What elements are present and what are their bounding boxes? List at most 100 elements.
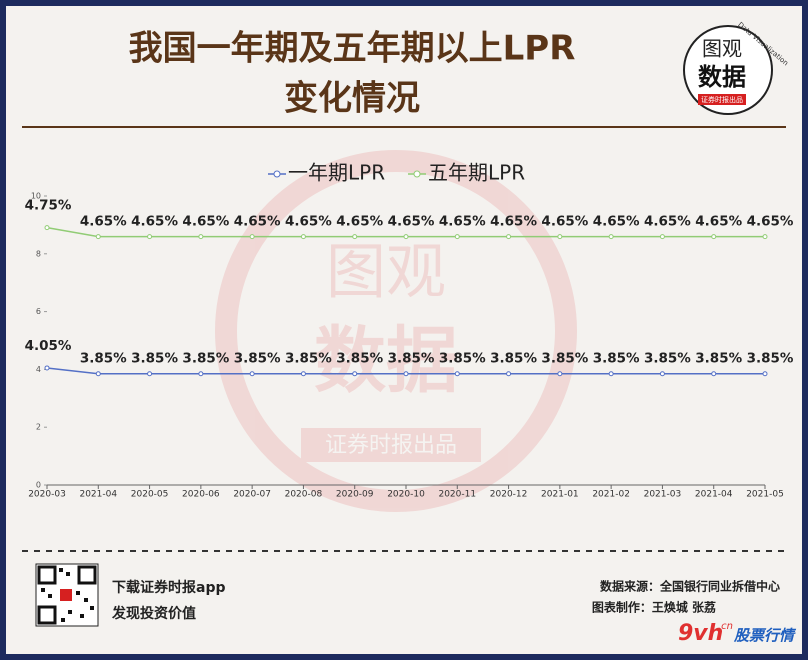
y-tick-label: 4 — [36, 365, 41, 374]
data-label: 4.65% — [182, 214, 229, 230]
y-tick-label: 6 — [36, 307, 41, 316]
data-point — [557, 371, 563, 377]
site-domain: .cn — [718, 621, 733, 632]
data-label: 4.65% — [336, 214, 383, 230]
data-point — [147, 371, 153, 377]
data-point — [762, 371, 768, 377]
qr-dots — [41, 568, 94, 622]
x-tick-label: 2020-10 — [387, 490, 425, 500]
data-label: 3.85% — [593, 351, 640, 367]
data-label: 4.65% — [439, 214, 486, 230]
data-point — [711, 234, 717, 240]
title-line: 变化情况 — [284, 79, 420, 119]
watermark-top: 图观 — [326, 238, 446, 308]
x-tick-label: 2020-08 — [285, 490, 323, 500]
x-tick-label: 2021-05 — [746, 490, 784, 500]
app-line: 发现投资价值 — [111, 605, 196, 622]
data-label: 3.85% — [439, 351, 486, 367]
y-tick-label: 2 — [36, 423, 41, 432]
x-tick-label: 2020-11 — [438, 490, 476, 500]
data-point — [506, 234, 512, 240]
data-point — [95, 371, 101, 377]
x-tick-label: 2020-05 — [131, 490, 169, 500]
data-label: 3.85% — [285, 351, 332, 367]
data-label: 3.85% — [747, 351, 794, 367]
x-tick-label: 2021-01 — [541, 490, 579, 500]
data-point — [557, 234, 563, 240]
title-line: 我国一年期及五年期以上LPR — [129, 29, 576, 69]
legend-label: 五年期LPR — [428, 161, 525, 185]
data-point — [608, 234, 614, 240]
logo-main: 数据 — [698, 63, 746, 91]
data-label: 3.85% — [80, 351, 127, 367]
data-label: 4.65% — [695, 214, 742, 230]
data-label: 4.65% — [593, 214, 640, 230]
watermark-badge — [301, 428, 481, 462]
data-label: 3.85% — [644, 351, 691, 367]
data-label: 4.65% — [285, 214, 332, 230]
data-point — [454, 234, 460, 240]
data-label: 4.65% — [80, 214, 127, 230]
x-tick-label: 2020-12 — [490, 490, 528, 500]
x-tick-label: 2021-02 — [592, 490, 630, 500]
data-label: 4.65% — [541, 214, 588, 230]
page: 图观 数据 证券时报出品 我国一年期及五年期以上LPR 变化情况 Data Vi… — [6, 6, 802, 654]
y-tick-label: 0 — [36, 481, 41, 490]
logo-circle — [683, 25, 773, 115]
data-point — [300, 371, 306, 377]
data-label: 3.85% — [490, 351, 537, 367]
data-label: 4.65% — [644, 214, 691, 230]
data-label: 4.05% — [25, 338, 72, 354]
logo-badge — [698, 94, 746, 105]
data-point — [506, 371, 512, 377]
data-point — [249, 234, 255, 240]
x-tick-label: 2021-04 — [79, 490, 117, 500]
data-label: 3.85% — [695, 351, 742, 367]
data-label: 4.65% — [388, 214, 435, 230]
data-point — [608, 371, 614, 377]
qr-code — [35, 563, 99, 627]
x-tick-label: 2021-03 — [644, 490, 682, 500]
data-label: 3.85% — [388, 351, 435, 367]
author: 图表制作：王焕城 张荔 — [592, 600, 716, 615]
source: 数据来源：全国银行同业拆借中心 — [600, 579, 780, 594]
data-point — [659, 371, 665, 377]
y-tick-label: 10 — [31, 192, 41, 201]
watermark-badge-text: 证券时报出品 — [325, 433, 457, 458]
data-point — [711, 371, 717, 377]
data-point — [198, 371, 204, 377]
qr-logo — [60, 589, 72, 601]
site-name: 股票行情 — [733, 627, 797, 645]
data-label: 3.85% — [541, 351, 588, 367]
x-tick-label: 2020-07 — [233, 490, 271, 500]
watermark-ring — [215, 150, 577, 512]
data-label: 4.65% — [747, 214, 794, 230]
site-logo: 9vh — [678, 621, 723, 646]
watermark-main: 数据 — [314, 319, 458, 403]
x-tick-label: 2020-03 — [28, 490, 66, 500]
poster: 图观 数据 证券时报出品 我国一年期及五年期以上LPR 变化情况 Data Vi… — [22, 21, 797, 646]
data-point — [44, 365, 50, 371]
data-point — [300, 234, 306, 240]
data-label: 3.85% — [234, 351, 281, 367]
data-label: 3.85% — [336, 351, 383, 367]
x-tick-label: 2020-06 — [182, 490, 220, 500]
data-point — [95, 234, 101, 240]
data-label: 4.65% — [490, 214, 537, 230]
app-line: 下载证券时报app — [112, 579, 226, 596]
data-point — [762, 234, 768, 240]
data-point — [403, 234, 409, 240]
data-point — [352, 234, 358, 240]
data-label: 4.65% — [131, 214, 178, 230]
legend-marker — [413, 170, 421, 178]
data-point — [198, 234, 204, 240]
data-point — [454, 371, 460, 377]
x-tick-label: 2021-04 — [695, 490, 733, 500]
data-point — [352, 371, 358, 377]
legend-label: 一年期LPR — [288, 161, 385, 185]
data-label: 3.85% — [131, 351, 178, 367]
logo-badge-text: 证券时报出品 — [701, 95, 743, 104]
x-tick-label: 2020-09 — [336, 490, 374, 500]
data-label: 4.75% — [25, 198, 72, 214]
data-point — [44, 225, 50, 231]
